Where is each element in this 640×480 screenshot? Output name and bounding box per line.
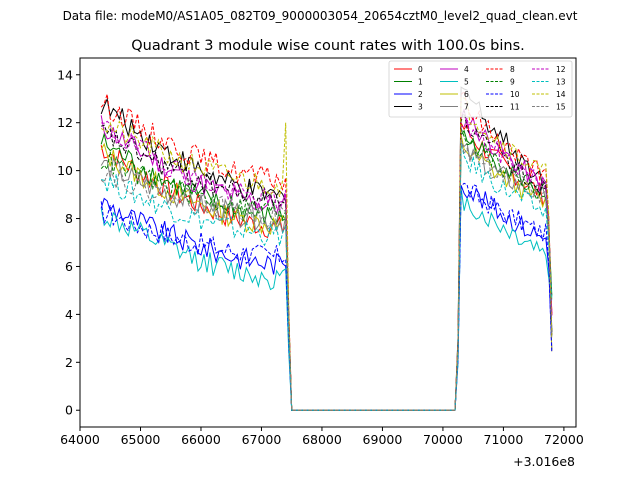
series-line-15 — [100, 138, 553, 411]
y-tick-label: 10 — [57, 163, 73, 178]
series-line-10 — [100, 182, 553, 411]
legend-label-4: 4 — [464, 65, 469, 74]
series-line-5 — [100, 187, 553, 411]
series-line-1 — [100, 129, 553, 411]
series-line-0 — [100, 122, 553, 411]
legend-label-11: 11 — [510, 102, 520, 111]
legend-label-15: 15 — [556, 102, 566, 111]
series-line-6 — [100, 135, 553, 411]
x-tick-label: 70000 — [423, 432, 463, 447]
x-tick-label: 65000 — [121, 432, 161, 447]
x-tick-label: 66000 — [181, 432, 221, 447]
legend-label-13: 13 — [556, 77, 566, 86]
x-tick-label: 72000 — [544, 432, 584, 447]
chart-title: Quadrant 3 module wise count rates with … — [131, 38, 525, 54]
legend-box — [388, 60, 573, 118]
chart-suptitle: Data file: modeM0/AS1A05_082T09_90000030… — [63, 9, 578, 23]
series-line-9 — [100, 128, 553, 411]
y-tick-label: 6 — [65, 259, 73, 274]
x-offset-label: +3.016e8 — [513, 454, 575, 469]
legend-label-2: 2 — [418, 90, 423, 99]
y-tick-label: 0 — [65, 403, 73, 418]
x-tick-label: 67000 — [242, 432, 282, 447]
legend-label-1: 1 — [418, 77, 423, 86]
x-axis: 64000 65000 66000 67000 68000 69000 70000 71000… — [60, 427, 584, 447]
y-tick-label: 14 — [57, 67, 73, 82]
legend-label-10: 10 — [510, 90, 520, 99]
legend-label-8: 8 — [510, 65, 515, 74]
x-tick-label: 71000 — [484, 432, 524, 447]
legend-label-0: 0 — [418, 65, 423, 74]
series-line-8 — [100, 90, 553, 411]
y-tick-label: 2 — [65, 355, 73, 370]
x-tick-label: 64000 — [60, 432, 100, 447]
y-tick-label: 8 — [65, 211, 73, 226]
y-tick-label: 12 — [57, 115, 73, 130]
x-tick-label: 69000 — [363, 432, 403, 447]
legend-label-12: 12 — [556, 65, 566, 74]
series-group — [100, 86, 553, 411]
legend-label-14: 14 — [556, 90, 566, 99]
series-line-14 — [100, 97, 553, 411]
series-line-12 — [101, 118, 553, 411]
legend-label-3: 3 — [418, 102, 423, 111]
legend-label-6: 6 — [464, 90, 469, 99]
series-line-2 — [100, 185, 553, 411]
legend-label-7: 7 — [464, 102, 469, 111]
legend-label-9: 9 — [510, 77, 515, 86]
legend-label-5: 5 — [464, 77, 469, 86]
y-tick-label: 4 — [65, 307, 73, 322]
y-axis: 0 2 4 6 8 10 12 14 — [57, 67, 80, 418]
x-tick-label: 68000 — [302, 432, 342, 447]
axes-frame — [79, 57, 577, 428]
